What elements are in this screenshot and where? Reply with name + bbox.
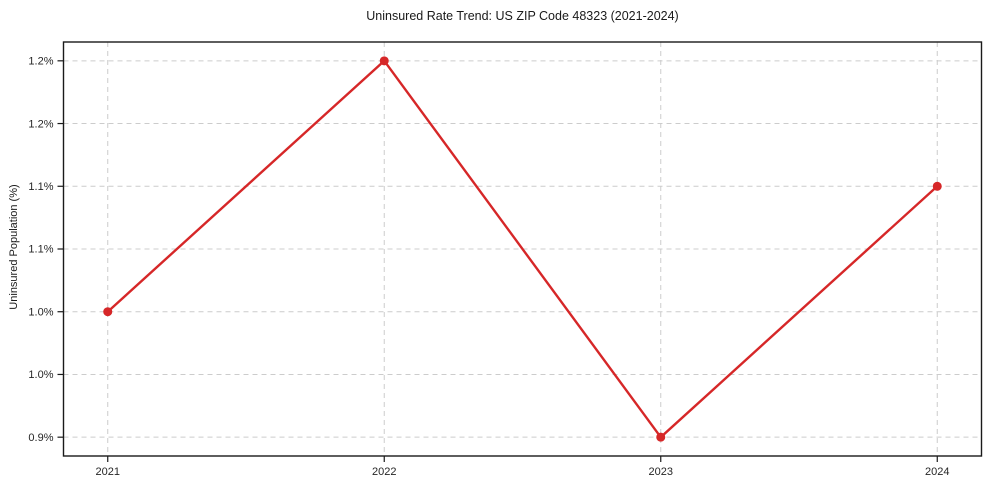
- x-tick-label: 2021: [95, 466, 119, 478]
- data-point-marker: [103, 307, 113, 317]
- y-tick-label: 1.1%: [28, 181, 53, 193]
- plot-border: [62, 41, 983, 457]
- data-point-marker: [379, 56, 389, 66]
- trend-line: [106, 59, 939, 439]
- y-axis-label: Uninsured Population (%): [8, 184, 20, 310]
- y-tick-label: 1.2%: [28, 118, 53, 130]
- x-tick-label: 2024: [925, 466, 949, 478]
- data-point-marker: [656, 432, 666, 442]
- y-tick-label: 1.0%: [28, 306, 53, 318]
- y-tick-label: 0.9%: [28, 432, 53, 444]
- data-point-marker: [932, 181, 942, 191]
- x-tick-label: 2022: [372, 466, 396, 478]
- y-tick-label: 1.0%: [28, 369, 53, 381]
- chart-title: Uninsured Rate Trend: US ZIP Code 48323 …: [366, 9, 679, 23]
- y-tick-label: 1.2%: [28, 56, 53, 68]
- x-tick-label: 2023: [649, 466, 673, 478]
- y-tick-label: 1.1%: [28, 244, 53, 256]
